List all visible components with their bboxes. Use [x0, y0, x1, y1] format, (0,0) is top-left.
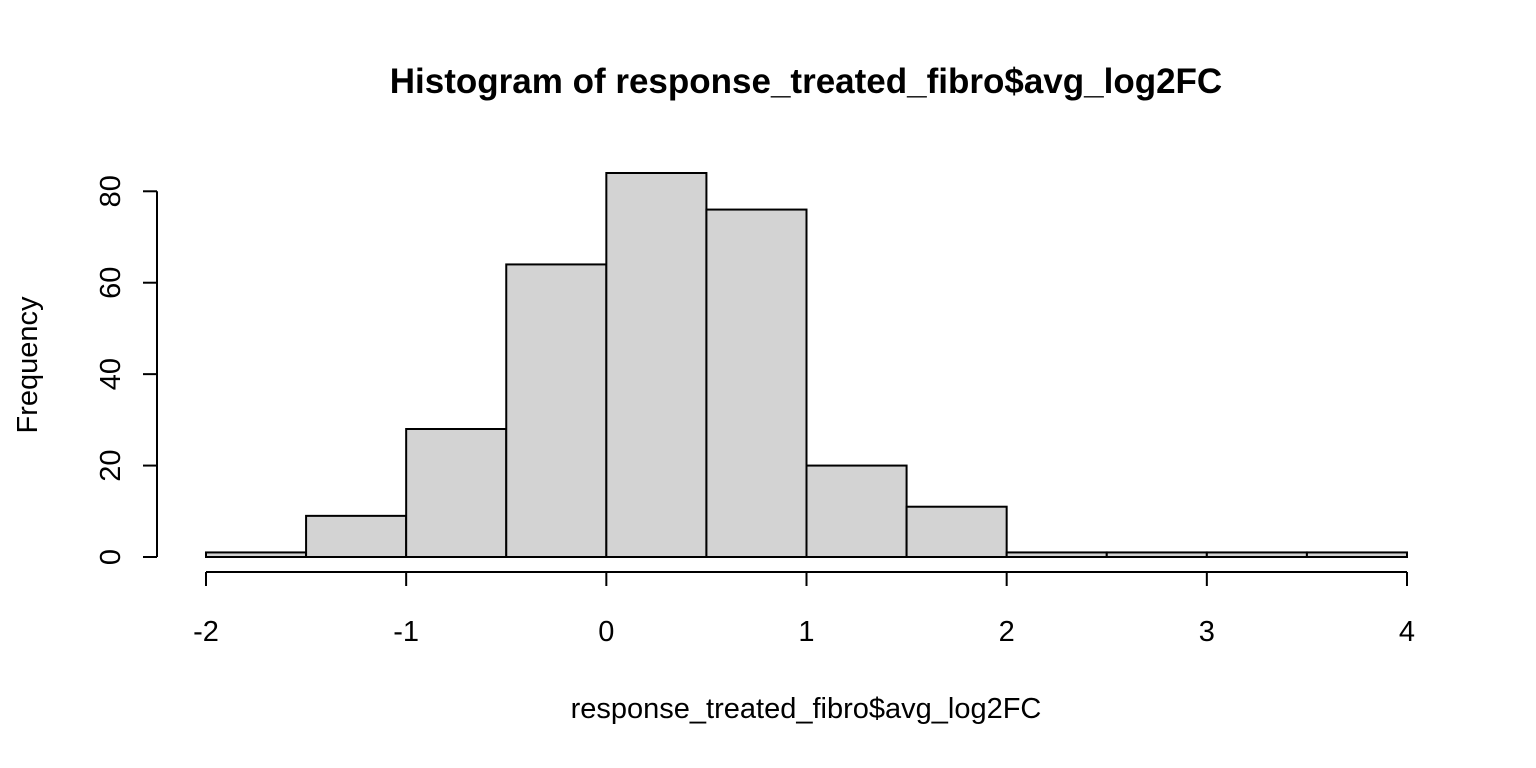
y-tick-label: 40	[95, 358, 127, 390]
histogram-bar	[305, 514, 408, 558]
y-tick-label: 80	[95, 175, 127, 207]
histogram-bar	[705, 208, 808, 558]
y-tick-label: 60	[95, 267, 127, 299]
histogram-bar	[1305, 551, 1408, 559]
y-tick-label: 0	[95, 549, 127, 565]
histogram-bar	[1105, 551, 1208, 559]
x-tick-label: 1	[798, 616, 814, 648]
x-tick-label: 0	[598, 616, 614, 648]
bars-group	[205, 172, 1408, 559]
y-tick-label: 20	[95, 449, 127, 481]
x-tick-label: -2	[193, 616, 219, 648]
histogram-bar	[405, 428, 508, 558]
x-tick-label: 4	[1399, 616, 1415, 648]
histogram-bar	[205, 551, 308, 559]
histogram-bar	[1205, 551, 1308, 559]
histogram-bar	[905, 505, 1008, 559]
chart-title: Histogram of response_treated_fibro$avg_…	[390, 62, 1222, 101]
histogram-bar	[1005, 551, 1108, 559]
y-axis: 0 20 40 60 80	[95, 175, 158, 565]
y-axis-label: Frequency	[12, 296, 44, 434]
x-tick-label: 3	[1199, 616, 1215, 648]
x-axis: -2 -1 0 1 2 3 4	[193, 571, 1415, 648]
x-axis-label: response_treated_fibro$avg_log2FC	[571, 693, 1042, 725]
histogram-bar	[605, 172, 708, 558]
histogram-bar	[805, 464, 908, 559]
x-tick-label: 2	[999, 616, 1015, 648]
histogram-bar	[505, 263, 608, 558]
x-tick-label: -1	[393, 616, 419, 648]
